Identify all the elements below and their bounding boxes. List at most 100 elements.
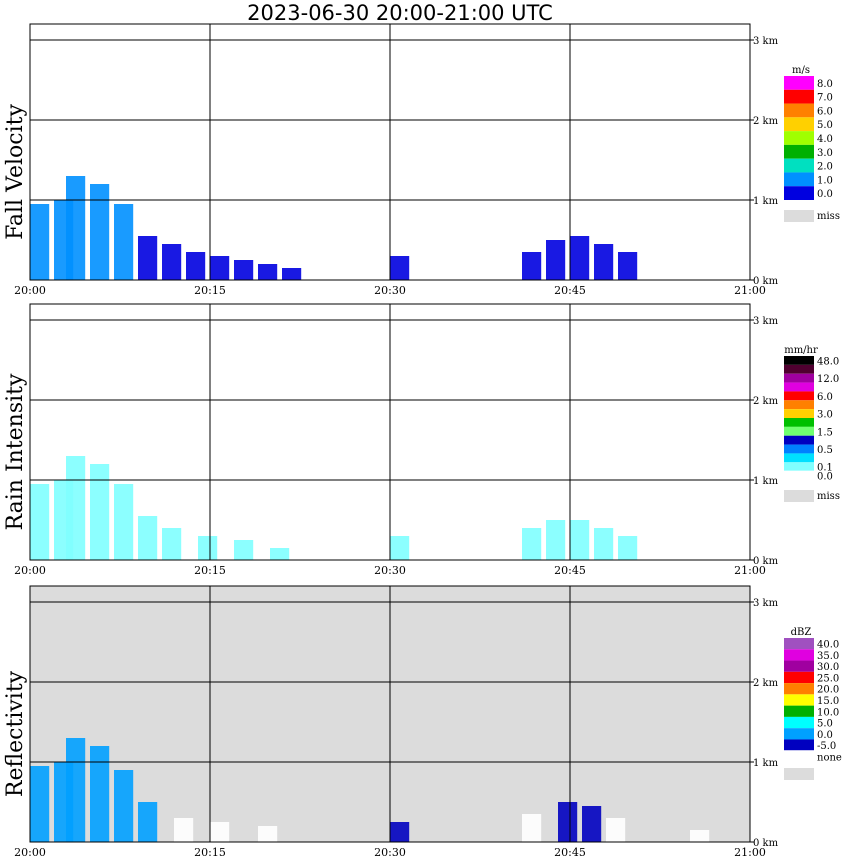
echo-column [570,520,590,560]
legend-label: 10.0 [817,707,839,718]
x-tick-label: 20:30 [374,846,406,859]
echo-column [138,516,158,560]
y-tick-label: 0 km [753,276,779,287]
x-tick-label: 20:15 [194,846,226,859]
echo-column [594,528,614,560]
x-tick-label: 20:45 [554,284,586,297]
legend-swatch [783,750,815,763]
echo-column [546,240,566,280]
legend-label: 25.0 [817,673,839,684]
echo-column [258,264,278,280]
legend-label: 0.0 [817,189,833,200]
echo-column [210,256,230,280]
echo-column [210,822,230,842]
echo-column [90,184,110,280]
x-tick-label: 21:00 [734,564,766,577]
legend-label: 0.0 [817,730,833,741]
legend-swatch [784,418,814,427]
echo-column [90,746,110,842]
legend-swatch [784,435,814,445]
legend-label: 6.0 [817,106,833,117]
legend-label: 12.0 [817,374,839,385]
legend-swatch [784,716,814,729]
panel-label-rain-intensity: Rain Intensity [3,373,28,530]
x-tick-label: 21:00 [734,284,766,297]
echo-column [114,770,134,842]
legend-label: 7.0 [817,93,833,104]
echo-column [522,252,542,280]
legend-miss-label: miss [817,211,840,222]
echo-column [522,528,542,560]
legend-swatch [784,373,814,383]
legend-label: 3.0 [817,148,833,159]
legend-label: none [817,752,842,763]
echo-column [546,520,566,560]
legend-swatch [784,89,814,104]
echo-column [618,252,638,280]
echo-column [282,268,302,280]
legend-label: 0.5 [817,445,833,456]
x-tick-label: 20:30 [374,284,406,297]
legend-label: 48.0 [817,356,839,367]
echo-column [270,548,290,560]
y-tick-label: 1 km [753,476,779,487]
echo-column [138,802,158,842]
legend-swatch [784,444,814,454]
legend-label: 20.0 [817,685,839,696]
x-tick-label: 20:45 [554,846,586,859]
legend-swatch [784,400,814,410]
echo-column [30,484,50,560]
legend-label: 1.5 [817,427,833,438]
legend-swatch [784,453,814,463]
legend-label: 8.0 [817,79,833,90]
echo-column [606,818,626,842]
echo-column [558,802,578,842]
echo-column [66,176,86,280]
legend-swatch [784,103,814,118]
legend-swatch [784,144,814,159]
panel-label-fall-velocity: Fall Velocity [3,104,28,240]
y-tick-label: 3 km [753,36,779,47]
echo-column [198,536,218,560]
echo-column [30,204,50,280]
echo-column [690,830,710,842]
legend-swatch [784,462,814,472]
legend-label: 0.0 [817,472,833,483]
legend-swatch [783,470,815,481]
legend-swatch [784,117,814,132]
echo-column [258,826,278,842]
y-tick-label: 0 km [753,838,779,849]
echo-column [66,738,86,842]
legend-swatch [784,728,814,740]
legend-miss-swatch [784,768,814,780]
legend-label: 30.0 [817,662,839,673]
echo-column [390,256,410,280]
panel-frame-rain-intensity [29,303,751,561]
legend-label: 0.1 [817,463,833,474]
echo-column [390,536,410,560]
y-tick-label: 2 km [753,116,779,127]
legend-swatch [784,683,814,695]
echo-column [390,822,410,842]
legend-swatch [784,426,814,436]
x-tick-label: 20:00 [14,284,46,297]
legend-label: 35.0 [817,651,839,662]
echo-column [522,814,542,842]
legend-unit: dBZ [791,627,812,638]
legend-label: 40.0 [817,640,839,651]
echo-column [90,464,110,560]
y-tick-label: 3 km [753,316,779,327]
legend-label: -5.0 [817,741,836,752]
legend-label: 15.0 [817,696,839,707]
echo-column [582,806,602,842]
legend-swatch [784,131,814,145]
x-tick-label: 20:15 [194,564,226,577]
legend-swatch [784,638,814,650]
echo-column [618,536,638,560]
y-tick-label: 1 km [753,758,779,769]
y-tick-label: 3 km [753,598,779,609]
echo-column [114,484,134,560]
legend-label: 5.0 [817,120,833,131]
echo-column [138,236,158,280]
